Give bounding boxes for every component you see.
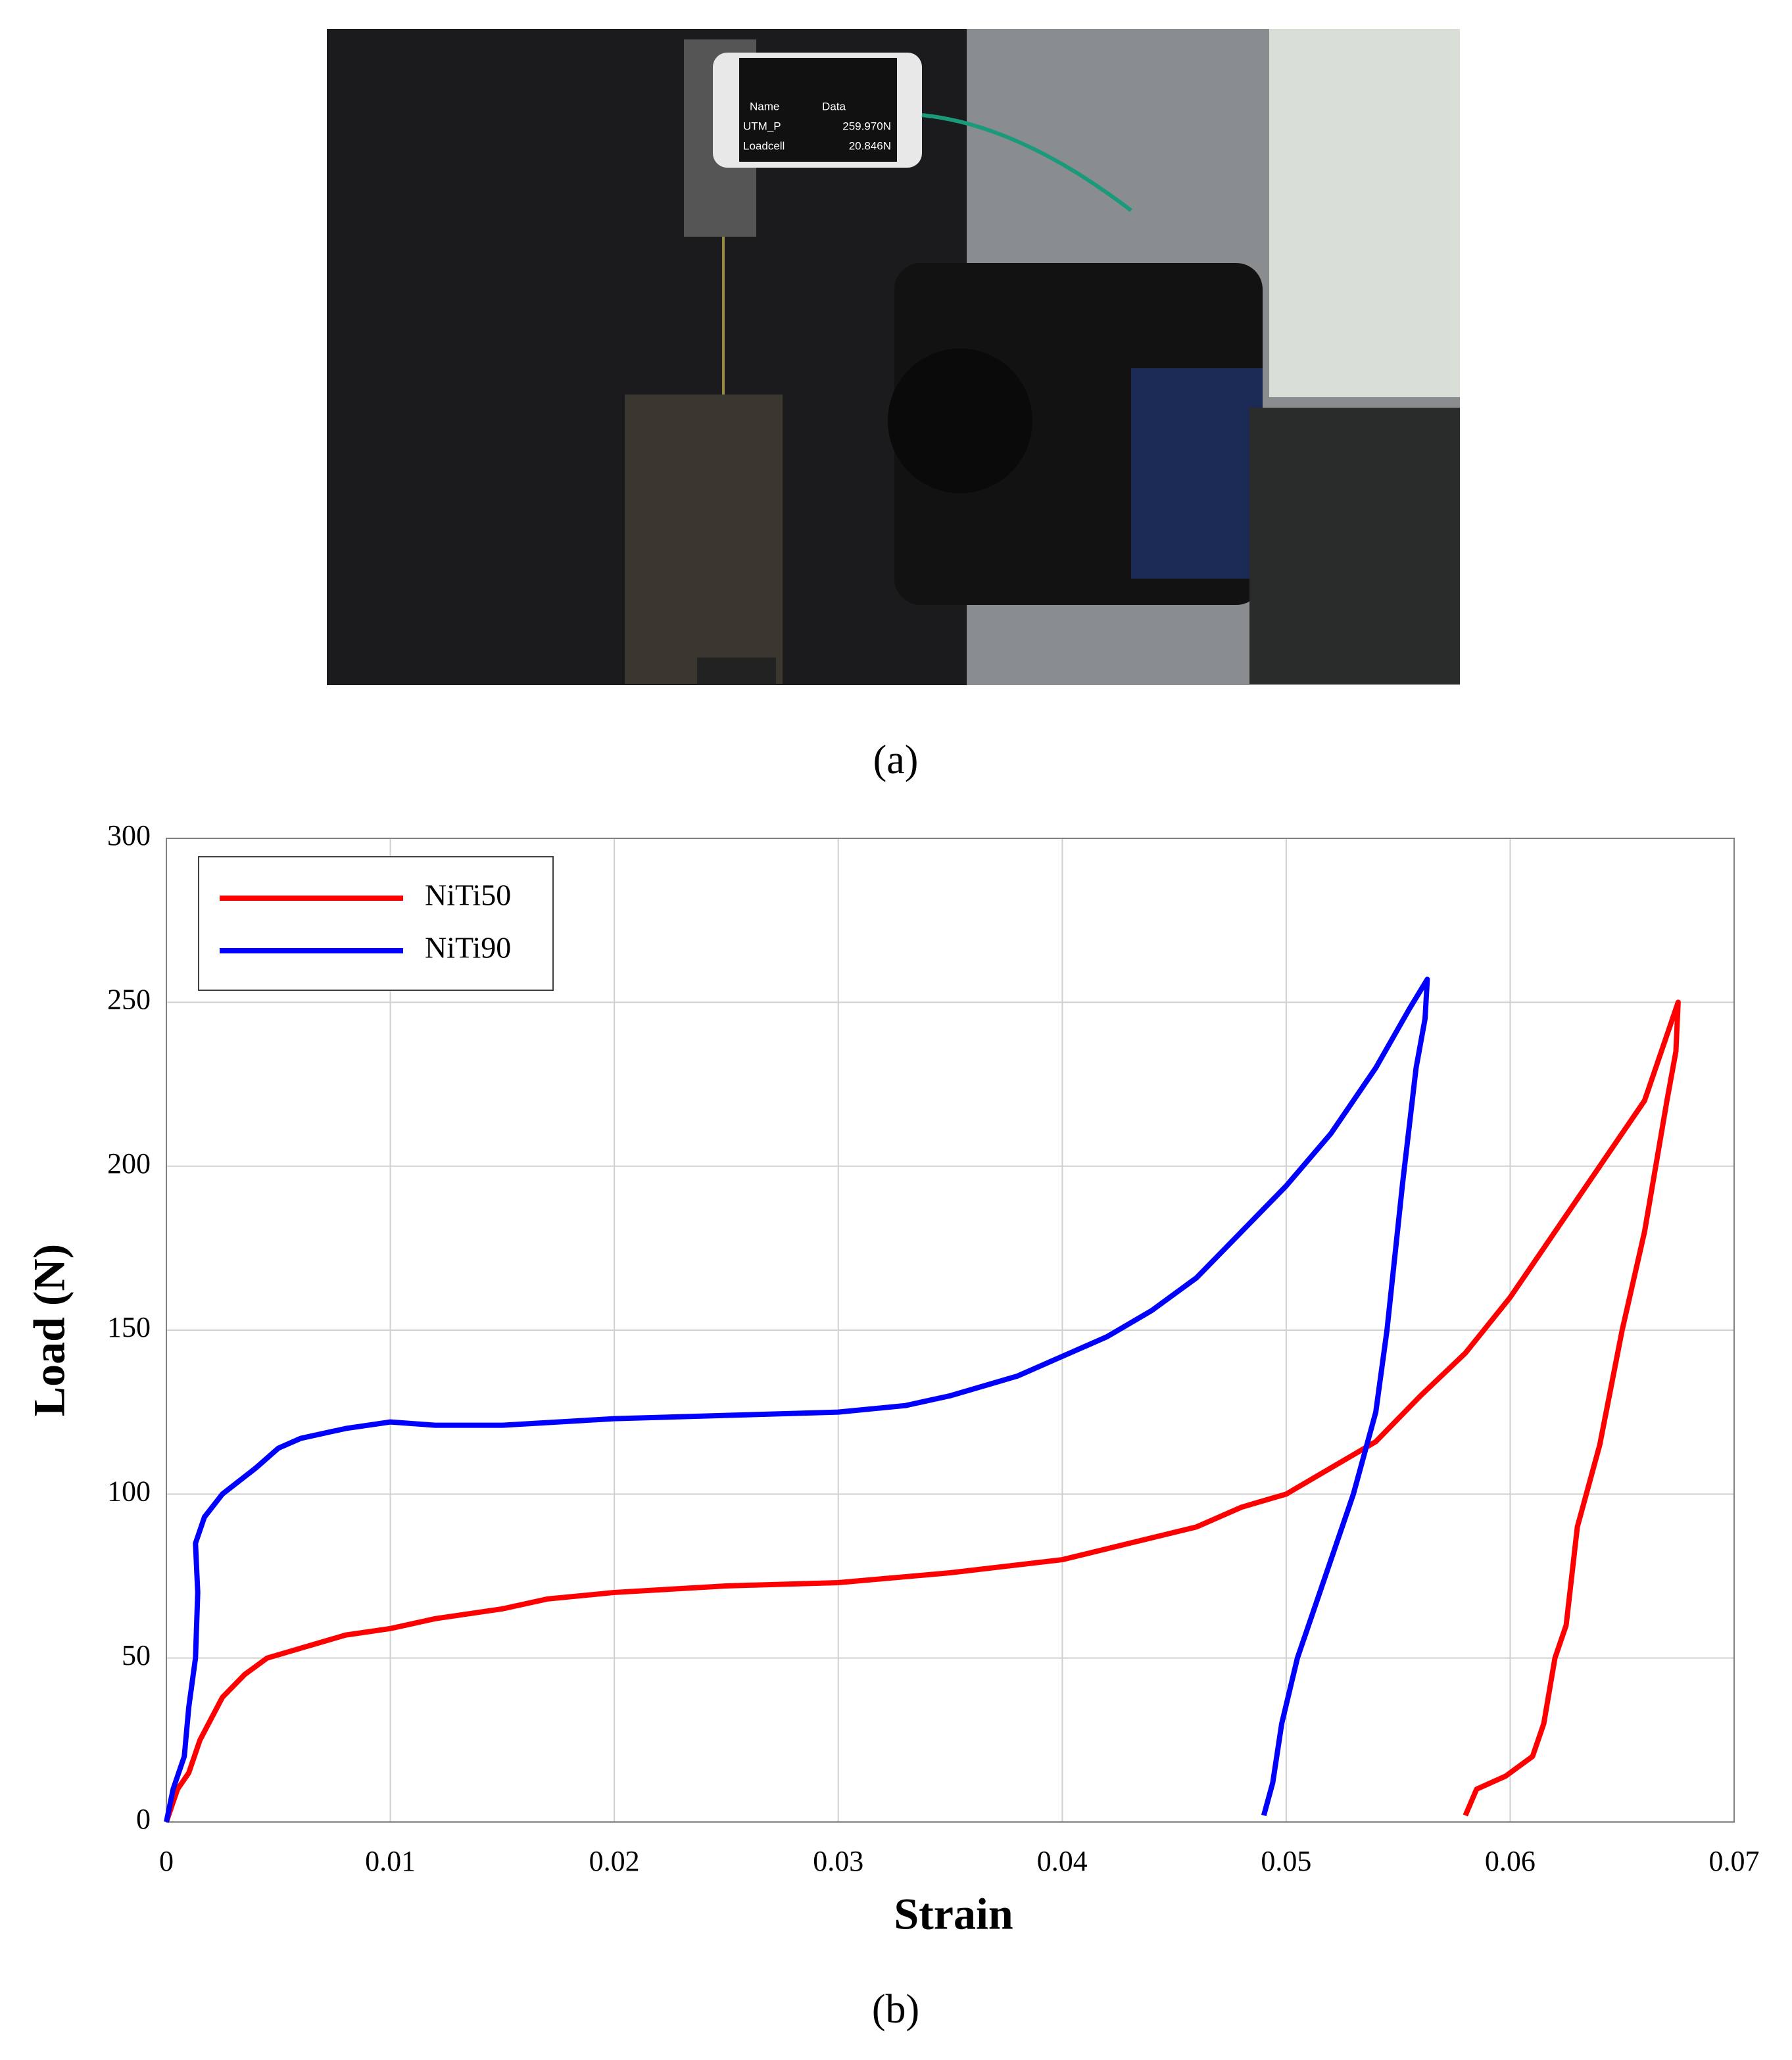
caption: (a) <box>873 738 919 782</box>
series-line <box>164 976 1430 1823</box>
photo-phone-screen <box>739 58 897 162</box>
plot-border <box>166 838 1735 1823</box>
y-tick-label: 50 <box>122 1639 151 1671</box>
x-tick-label: 0.07 <box>1709 1845 1760 1877</box>
y-tick-label: 250 <box>107 983 151 1015</box>
photo-window-light <box>1269 29 1460 397</box>
x-tick-label: 0.03 <box>813 1845 863 1877</box>
x-axis-title: Strain <box>894 1889 1013 1939</box>
screen-header: Data <box>822 100 846 112</box>
x-tick-label: 0 <box>159 1845 174 1877</box>
photo-control-panel <box>1249 408 1460 684</box>
photo-cable <box>921 113 1132 212</box>
screen-value: 259.970N <box>842 120 891 132</box>
photo-lens <box>888 348 1032 493</box>
photo-base <box>697 658 776 685</box>
x-tick-label: 0.06 <box>1485 1845 1536 1877</box>
photo-camera-screen <box>1131 368 1263 579</box>
y-tick-label: 100 <box>107 1475 151 1507</box>
screen-label: UTM_P <box>743 120 781 132</box>
x-tick-label: 0.05 <box>1261 1845 1311 1877</box>
x-tick-label: 0.02 <box>589 1845 640 1877</box>
caption: (b) <box>872 1987 919 2032</box>
legend-label: NiTi90 <box>425 931 511 965</box>
photo-lower-grip <box>625 395 783 684</box>
series-line <box>164 999 1681 1823</box>
screen-value: 20.846N <box>849 139 891 152</box>
x-tick-label: 0.04 <box>1037 1845 1088 1877</box>
screen-header: Name <box>750 100 779 112</box>
y-tick-label: 0 <box>136 1803 151 1835</box>
y-axis-title: Load (N) <box>24 1244 74 1417</box>
photo: Name Data UTM_P 259.970N Loadcell 20.846… <box>327 29 1460 685</box>
y-tick-label: 300 <box>107 819 151 851</box>
legend-box <box>198 856 554 991</box>
y-tick-label: 150 <box>107 1311 151 1343</box>
legend-label: NiTi50 <box>425 878 511 912</box>
y-tick-label: 200 <box>107 1147 151 1180</box>
x-tick-label: 0.01 <box>365 1845 416 1877</box>
screen-label: Loadcell <box>743 139 785 152</box>
